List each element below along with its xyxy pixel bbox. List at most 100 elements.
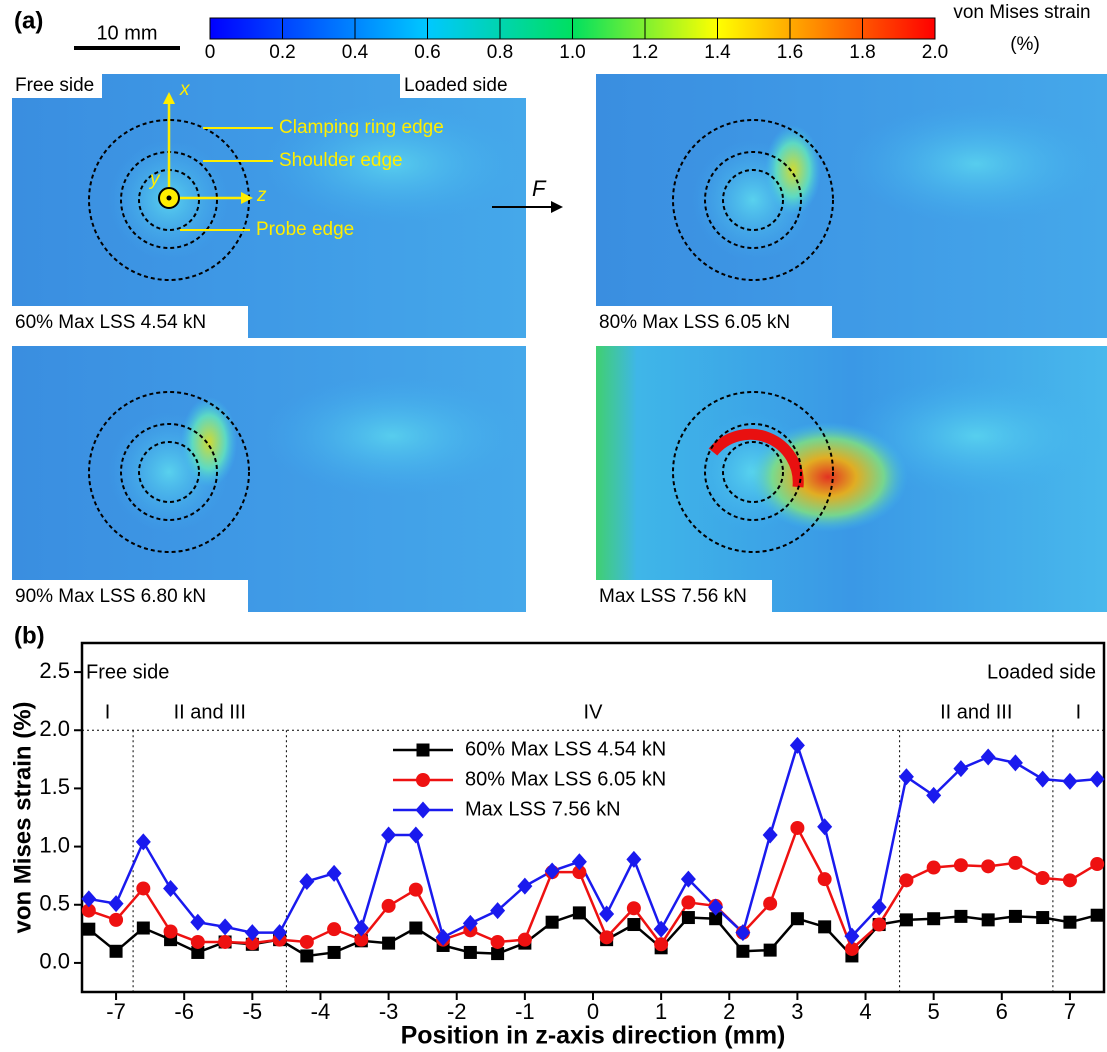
y-tick-label: 2.0 bbox=[39, 716, 70, 741]
force-label: F bbox=[532, 176, 547, 201]
data-point bbox=[844, 927, 860, 945]
data-point bbox=[408, 826, 424, 844]
axis-label: z bbox=[256, 185, 267, 206]
edge-circle bbox=[672, 119, 834, 281]
data-point bbox=[681, 911, 695, 925]
data-point bbox=[82, 922, 96, 936]
axis-label: y bbox=[148, 169, 161, 190]
data-point bbox=[1089, 770, 1105, 788]
data-point bbox=[190, 913, 206, 931]
region-label: IV bbox=[584, 702, 604, 724]
colorbar-tick-label: 0 bbox=[205, 42, 216, 63]
data-point bbox=[790, 820, 805, 835]
x-tick-label: -1 bbox=[515, 999, 535, 1024]
y-axis-label: von Mises strain (%) bbox=[9, 701, 36, 933]
data-point bbox=[926, 860, 941, 875]
data-point bbox=[981, 859, 996, 874]
data-point bbox=[381, 826, 397, 844]
x-tick-label: -3 bbox=[379, 999, 399, 1024]
map-caption: Max LSS 7.56 kN bbox=[599, 586, 747, 607]
data-point bbox=[136, 881, 151, 896]
colorbar-tick-label: 1.2 bbox=[632, 42, 658, 63]
data-point bbox=[109, 912, 124, 927]
data-point bbox=[899, 913, 913, 927]
data-point bbox=[953, 760, 969, 778]
data-point bbox=[135, 833, 151, 851]
data-point bbox=[626, 850, 642, 868]
y-tick-label: 0.5 bbox=[39, 891, 70, 916]
data-point bbox=[490, 902, 506, 920]
x-tick-label: -2 bbox=[447, 999, 467, 1024]
x-tick-label: -7 bbox=[106, 999, 126, 1024]
data-point bbox=[789, 736, 805, 754]
data-point bbox=[517, 932, 532, 947]
data-point bbox=[627, 918, 641, 932]
data-point bbox=[408, 882, 423, 897]
legend-marker bbox=[416, 743, 430, 757]
colorbar-tick-label: 0.2 bbox=[269, 42, 295, 63]
data-point bbox=[545, 915, 559, 929]
side-label: Loaded side bbox=[404, 75, 508, 96]
data-point bbox=[491, 947, 505, 961]
data-point bbox=[1035, 770, 1051, 788]
data-point bbox=[81, 903, 96, 918]
data-point bbox=[844, 941, 859, 956]
data-point bbox=[1035, 870, 1050, 885]
y-tick-label: 0.0 bbox=[39, 949, 70, 974]
data-point bbox=[763, 943, 777, 957]
data-point bbox=[980, 748, 996, 766]
data-point bbox=[326, 864, 342, 882]
data-point bbox=[1036, 911, 1050, 925]
edge-circle bbox=[138, 441, 200, 503]
side-label: Loaded side bbox=[987, 661, 1096, 683]
colorbar-tick-label: 0.4 bbox=[342, 42, 369, 63]
data-point bbox=[463, 945, 477, 959]
data-point bbox=[517, 877, 533, 895]
data-point bbox=[409, 921, 423, 935]
panel-label: (b) bbox=[14, 622, 45, 649]
data-point bbox=[1008, 855, 1023, 870]
caption-box bbox=[596, 306, 832, 338]
data-point bbox=[299, 872, 315, 890]
data-point bbox=[353, 919, 369, 937]
data-point bbox=[954, 909, 968, 923]
data-point bbox=[108, 895, 124, 913]
data-point bbox=[1008, 909, 1022, 923]
data-point bbox=[571, 853, 587, 871]
data-point bbox=[817, 818, 833, 836]
data-point bbox=[599, 930, 614, 945]
data-point bbox=[217, 918, 233, 936]
data-point bbox=[163, 879, 179, 897]
x-tick-label: 6 bbox=[996, 999, 1008, 1024]
colorbar-tick-label: 1.8 bbox=[849, 42, 875, 63]
side-label: Free side bbox=[15, 75, 94, 96]
strain-concentration bbox=[181, 397, 237, 487]
legend-label: 60% Max LSS 4.54 kN bbox=[465, 738, 666, 760]
data-point bbox=[572, 906, 586, 920]
label-box bbox=[400, 74, 526, 98]
axis-label: x bbox=[179, 79, 191, 100]
region-label: II and III bbox=[940, 702, 1012, 724]
map-caption: 60% Max LSS 4.54 kN bbox=[15, 312, 206, 333]
legend-marker bbox=[415, 801, 431, 819]
x-tick-label: 1 bbox=[655, 999, 667, 1024]
data-point bbox=[899, 873, 914, 888]
data-point bbox=[681, 895, 696, 910]
edge-circle bbox=[722, 169, 784, 231]
x-tick-label: 7 bbox=[1064, 999, 1076, 1024]
colorbar-tick-label: 2.0 bbox=[922, 42, 948, 63]
colorbar-tick-label: 1.0 bbox=[559, 42, 585, 63]
data-point bbox=[244, 924, 260, 942]
x-tick-label: 3 bbox=[791, 999, 803, 1024]
data-point bbox=[544, 862, 560, 880]
strain-field bbox=[262, 104, 522, 224]
strain-field bbox=[846, 104, 1106, 224]
data-point bbox=[1063, 915, 1077, 929]
data-point bbox=[1090, 908, 1104, 922]
strain-field bbox=[262, 376, 522, 496]
data-point bbox=[872, 917, 887, 932]
data-point bbox=[762, 826, 778, 844]
data-point bbox=[191, 945, 205, 959]
data-point bbox=[1062, 772, 1078, 790]
region-label: I bbox=[105, 702, 111, 724]
